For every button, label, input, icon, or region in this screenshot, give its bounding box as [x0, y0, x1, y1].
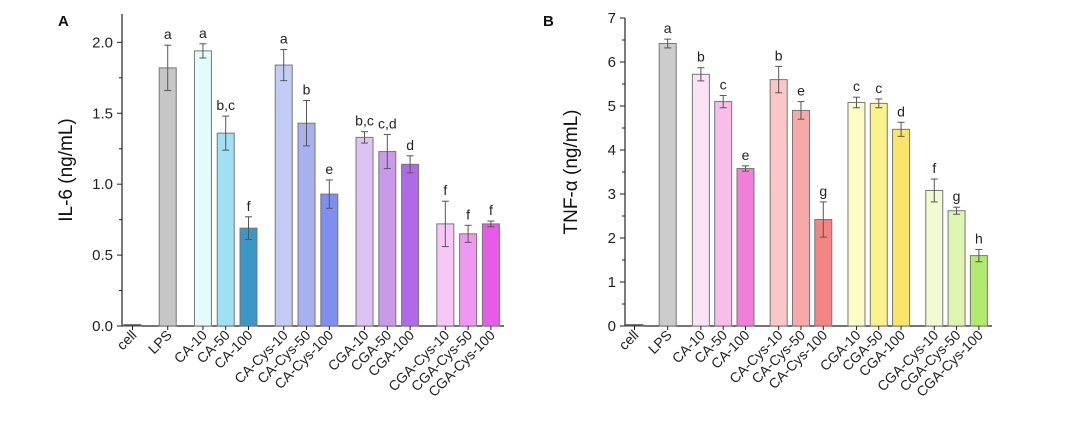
significance-label: a: [164, 26, 172, 42]
significance-label: g: [819, 183, 827, 199]
significance-label: a: [280, 30, 288, 46]
y-tick-label: 3: [608, 186, 616, 203]
bar-CGA-Cys-100: [481, 223, 500, 327]
significance-label: b,c: [355, 113, 374, 129]
bar-CA-100: [239, 227, 258, 327]
significance-label: e: [742, 147, 750, 163]
significance-label: b,c: [216, 97, 235, 113]
bar-cell: [625, 324, 644, 327]
bar-CGA-10: [847, 101, 866, 327]
bar-CGA-50: [378, 151, 397, 327]
y-tick-label: 4: [608, 142, 616, 159]
y-tick-label: 1: [608, 274, 616, 291]
bar-cell: [123, 324, 142, 327]
bar-CGA-Cys-10: [925, 189, 944, 327]
bar-CGA-100: [892, 128, 911, 327]
bar-CGA-Cys-50: [459, 233, 478, 327]
significance-label: a: [664, 20, 672, 36]
x-tick-label: LPS: [145, 327, 175, 357]
panel-label: A: [58, 13, 69, 30]
y-tick-label: 6: [608, 54, 616, 71]
bar-CA-Cys-100: [320, 193, 339, 327]
y-tick-label: 0.5: [92, 247, 113, 264]
significance-label: f: [466, 206, 470, 222]
y-tick-label: 0.0: [92, 318, 113, 335]
bar-CGA-Cys-100: [969, 255, 988, 327]
x-tick-label: cell: [113, 327, 139, 353]
y-tick-label: 2.0: [92, 34, 113, 51]
significance-label: b: [303, 82, 311, 98]
bar-CA-Cys-50: [297, 122, 316, 327]
significance-label: e: [325, 161, 333, 177]
significance-label: b: [775, 47, 783, 63]
significance-label: f: [247, 198, 251, 214]
y-tick-label: 7: [608, 10, 616, 27]
y-tick-label: 1.5: [92, 105, 113, 122]
y-tick-label: 1.0: [92, 176, 113, 193]
significance-label: c: [720, 76, 727, 92]
bar-LPS: [158, 67, 177, 327]
bar-CA-Cys-10: [274, 64, 293, 327]
panel-label: B: [543, 13, 554, 30]
bar-CA-10: [193, 50, 212, 327]
bar-CGA-100: [401, 163, 420, 327]
significance-label: f: [443, 182, 447, 198]
significance-label: b: [697, 49, 705, 65]
bar-CA-10: [691, 73, 710, 327]
bar-CA-Cys-50: [791, 109, 810, 327]
significance-label: d: [406, 137, 414, 153]
bar-CA-Cys-10: [769, 79, 788, 327]
significance-label: c: [853, 78, 860, 94]
x-tick-label: cell: [615, 327, 641, 353]
y-tick-label: 0: [608, 318, 616, 335]
significance-label: f: [489, 202, 493, 218]
bar-CA-50: [714, 101, 733, 327]
bar-CGA-10: [355, 136, 374, 327]
significance-label: c,d: [378, 116, 397, 132]
significance-label: a: [199, 25, 207, 41]
y-axis-title: IL-6 (ng/mL): [56, 118, 77, 221]
y-tick-label: 5: [608, 98, 616, 115]
bar-LPS: [658, 43, 677, 327]
bar-CA-100: [736, 167, 755, 327]
y-axis-title: TNF-α (ng/mL): [561, 110, 582, 235]
bar-CGA-50: [869, 102, 888, 327]
significance-label: g: [953, 188, 961, 204]
significance-label: h: [975, 230, 983, 246]
significance-label: e: [797, 83, 805, 99]
y-tick-label: 2: [608, 230, 616, 247]
significance-label: d: [897, 103, 905, 119]
bar-CGA-Cys-50: [947, 210, 966, 327]
bar-CA-50: [216, 132, 235, 327]
significance-label: f: [932, 160, 936, 176]
significance-label: c: [875, 80, 882, 96]
